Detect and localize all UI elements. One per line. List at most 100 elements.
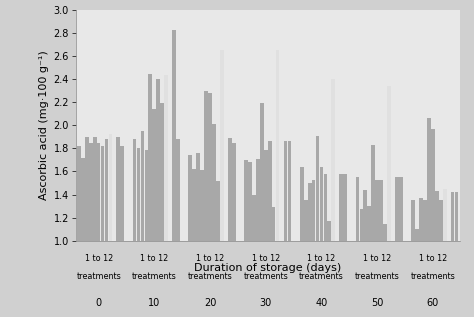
Text: 60: 60 [427, 298, 439, 307]
Bar [77, 146, 81, 241]
Bar [201, 170, 204, 241]
Bar [93, 137, 97, 241]
Bar [335, 143, 339, 241]
Bar [343, 174, 347, 241]
Text: treatments: treatments [188, 272, 233, 281]
Bar [395, 177, 399, 241]
Bar [256, 159, 260, 241]
Text: 1 to 12: 1 to 12 [252, 254, 280, 263]
Bar [145, 150, 148, 241]
Bar [391, 96, 395, 241]
Bar [300, 167, 304, 241]
Bar [137, 148, 140, 241]
Bar [196, 153, 200, 241]
Text: treatments: treatments [355, 272, 400, 281]
Bar [260, 103, 264, 241]
Bar [324, 174, 327, 241]
Bar [216, 181, 220, 241]
Bar [120, 146, 124, 241]
Bar [220, 50, 224, 241]
Bar [109, 134, 112, 241]
Bar [399, 177, 403, 241]
Bar [379, 180, 383, 241]
Bar [97, 143, 100, 241]
Text: treatments: treatments [410, 272, 456, 281]
Text: 1 to 12: 1 to 12 [84, 254, 113, 263]
Bar [411, 200, 415, 241]
Bar [427, 118, 431, 241]
Text: 50: 50 [371, 298, 383, 307]
Bar [272, 207, 275, 241]
Bar [224, 44, 228, 241]
Bar [117, 137, 120, 241]
Text: 1 to 12: 1 to 12 [140, 254, 169, 263]
Bar [276, 50, 280, 241]
Bar [85, 137, 89, 241]
Bar [164, 75, 168, 241]
Bar [423, 200, 427, 241]
Text: 10: 10 [148, 298, 161, 307]
Bar [431, 129, 435, 241]
Bar [148, 74, 152, 241]
Bar [367, 206, 371, 241]
Bar [160, 103, 164, 241]
Bar [232, 143, 236, 241]
Bar [168, 35, 172, 241]
Text: 40: 40 [315, 298, 328, 307]
Bar [451, 192, 455, 241]
Bar [264, 150, 268, 241]
Bar [419, 198, 423, 241]
Bar [455, 192, 458, 241]
Text: treatments: treatments [244, 272, 288, 281]
Bar [208, 93, 212, 241]
Bar [89, 143, 92, 241]
Text: 1 to 12: 1 to 12 [196, 254, 224, 263]
Text: 1 to 12: 1 to 12 [308, 254, 336, 263]
Text: treatments: treatments [299, 272, 344, 281]
Bar [105, 139, 109, 241]
X-axis label: Duration of storage (days): Duration of storage (days) [194, 263, 341, 273]
Bar [153, 109, 156, 241]
Bar [415, 230, 419, 241]
Bar [192, 169, 196, 241]
Bar [288, 141, 291, 241]
Bar [228, 138, 232, 241]
Text: 0: 0 [96, 298, 102, 307]
Bar [100, 146, 104, 241]
Bar [156, 79, 160, 241]
Bar [435, 191, 439, 241]
Bar [371, 145, 375, 241]
Bar [248, 162, 252, 241]
Bar [339, 174, 343, 241]
Bar [443, 189, 447, 241]
Bar [312, 180, 316, 241]
Bar [331, 79, 335, 241]
Bar [383, 223, 387, 241]
Bar [283, 141, 287, 241]
Bar [439, 200, 443, 241]
Bar [364, 190, 367, 241]
Bar [133, 139, 137, 241]
Text: 30: 30 [260, 298, 272, 307]
Bar [375, 180, 379, 241]
Bar [212, 124, 216, 241]
Bar [172, 30, 176, 241]
Bar [360, 209, 363, 241]
Bar [244, 160, 248, 241]
Bar [316, 136, 319, 241]
Bar [268, 141, 272, 241]
Text: 20: 20 [204, 298, 216, 307]
Bar [81, 158, 85, 241]
Bar [447, 192, 450, 241]
Bar [304, 200, 308, 241]
Bar [328, 221, 331, 241]
Text: 1 to 12: 1 to 12 [363, 254, 392, 263]
Bar [176, 139, 180, 241]
Bar [189, 155, 192, 241]
Bar [280, 68, 283, 241]
Text: treatments: treatments [132, 272, 177, 281]
Y-axis label: Ascorbic acid (mg·100 g⁻¹): Ascorbic acid (mg·100 g⁻¹) [39, 50, 49, 200]
Bar [141, 131, 145, 241]
Bar [112, 131, 116, 241]
Bar [356, 177, 359, 241]
